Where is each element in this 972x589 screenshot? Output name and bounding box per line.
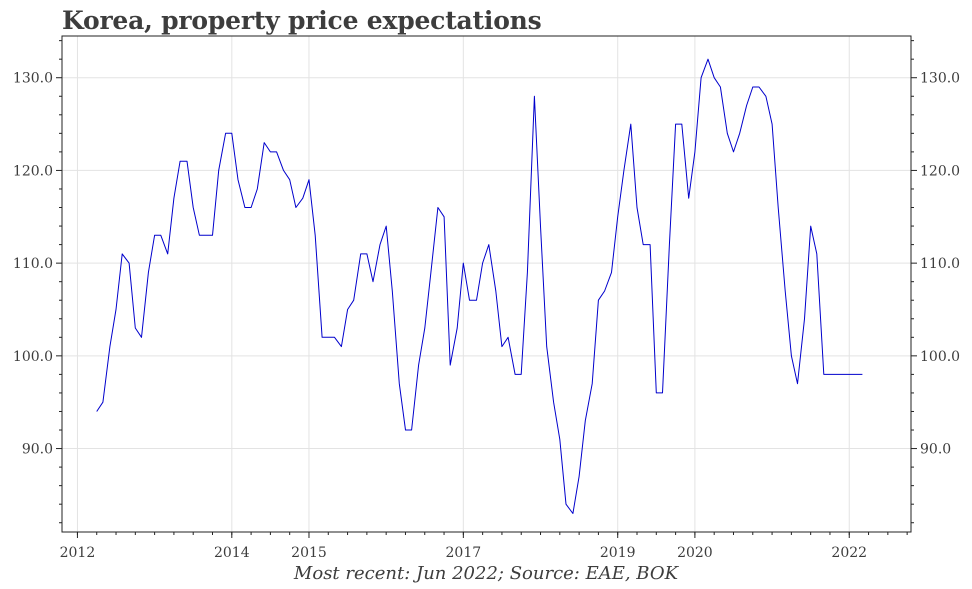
chart-title: Korea, property price expectations [62,6,542,35]
y-tick-label-right: 130.0 [920,71,960,87]
y-tick-label-left: 100.0 [13,349,53,365]
plot-frame [61,35,912,533]
y-tick-label-right: 100.0 [920,349,960,365]
x-tick-label: 2019 [600,545,636,561]
y-tick-label-left: 120.0 [13,163,53,179]
y-tick-label-right: 110.0 [920,256,960,272]
x-tick-label: 2020 [677,545,713,561]
y-tick-label-right: 120.0 [920,163,960,179]
x-tick-label: 2017 [446,545,482,561]
y-tick-label-left: 110.0 [13,256,53,272]
y-tick-label-left: 90.0 [22,442,53,458]
x-tick-label: 2015 [291,545,327,561]
x-tick-label: 2012 [60,545,96,561]
series-line [96,58,863,514]
series-line-layer [96,58,863,514]
grid-lines [62,36,911,532]
y-tick-label-right: 90.0 [920,442,951,458]
axis-ticks: 90.0 90.0 100.0 100.0 110.0 110.0 120.0 120.0 13… [13,40,960,561]
source-footnote: Most recent: Jun 2022; Source: EAE, BOK [293,563,679,584]
x-tick-label: 2014 [214,545,250,561]
x-tick-label: 2022 [831,545,867,561]
y-tick-label-left: 130.0 [13,71,53,87]
